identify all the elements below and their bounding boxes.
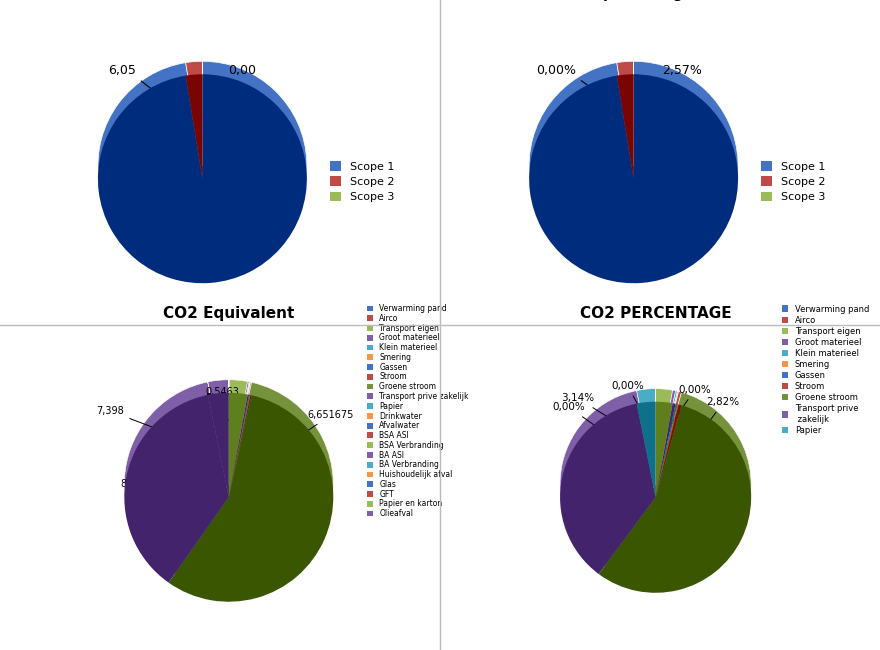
Wedge shape <box>98 74 307 283</box>
Wedge shape <box>208 382 229 484</box>
Text: 229,88: 229,88 <box>216 187 260 200</box>
Text: 55,04%: 55,04% <box>656 503 700 516</box>
Wedge shape <box>636 389 656 484</box>
Wedge shape <box>656 391 678 484</box>
Wedge shape <box>617 61 634 166</box>
Text: 2,82%: 2,82% <box>698 397 740 437</box>
Wedge shape <box>617 74 634 179</box>
Wedge shape <box>208 395 229 497</box>
Wedge shape <box>208 395 229 497</box>
Wedge shape <box>229 393 247 497</box>
Wedge shape <box>208 380 229 484</box>
Wedge shape <box>529 74 738 283</box>
Title: Kwantificering energiestromen
 in  percentage: Kwantificering energiestromen in percent… <box>512 0 755 1</box>
Wedge shape <box>656 390 676 484</box>
Text: 0: 0 <box>263 428 298 438</box>
Wedge shape <box>656 404 678 497</box>
Wedge shape <box>208 382 229 484</box>
Wedge shape <box>229 382 252 484</box>
Text: 0,00%: 0,00% <box>670 385 711 426</box>
Text: 0: 0 <box>205 393 232 424</box>
Wedge shape <box>124 395 229 582</box>
Wedge shape <box>186 61 202 166</box>
Wedge shape <box>636 402 656 497</box>
Wedge shape <box>229 395 252 497</box>
Wedge shape <box>656 404 678 497</box>
Wedge shape <box>208 382 229 484</box>
Title: Kwantificering energiestromen in
 ton CO₂: Kwantificering energiestromen in ton CO₂ <box>71 0 334 1</box>
Wedge shape <box>124 382 229 569</box>
Text: 0,00%: 0,00% <box>553 402 612 438</box>
Text: 0,00%: 0,00% <box>612 381 648 423</box>
Wedge shape <box>560 391 656 561</box>
Wedge shape <box>229 380 247 484</box>
Wedge shape <box>186 74 202 179</box>
Text: 6,05: 6,05 <box>108 64 184 114</box>
Text: 0,5463: 0,5463 <box>206 387 243 422</box>
Wedge shape <box>169 395 334 602</box>
Text: 6,651675: 6,651675 <box>287 410 354 445</box>
Text: 7,398: 7,398 <box>97 406 172 435</box>
Title: CO2 Equivalent: CO2 Equivalent <box>163 306 295 321</box>
Text: 129,858518: 129,858518 <box>254 524 313 534</box>
Wedge shape <box>229 395 251 497</box>
Wedge shape <box>208 395 229 497</box>
Text: 0,00: 0,00 <box>212 64 256 111</box>
Wedge shape <box>229 395 249 497</box>
Wedge shape <box>656 402 672 497</box>
Wedge shape <box>656 391 678 484</box>
Text: 3,14%: 3,14% <box>561 393 627 429</box>
Text: 2,57%: 2,57% <box>651 64 701 112</box>
Wedge shape <box>208 395 229 497</box>
Title: CO2 PERCENTAGE: CO2 PERCENTAGE <box>580 306 731 321</box>
Wedge shape <box>656 403 676 497</box>
Wedge shape <box>229 382 250 484</box>
Wedge shape <box>560 404 656 574</box>
Wedge shape <box>656 404 678 497</box>
Wedge shape <box>229 395 251 497</box>
Wedge shape <box>229 395 250 497</box>
Text: 97,20%: 97,20% <box>645 187 693 200</box>
Wedge shape <box>229 382 251 484</box>
Wedge shape <box>229 382 249 484</box>
Legend: Scope 1, Scope 2, Scope 3: Scope 1, Scope 2, Scope 3 <box>760 160 827 203</box>
Wedge shape <box>208 393 229 497</box>
Wedge shape <box>656 404 681 497</box>
Wedge shape <box>229 382 251 484</box>
Text: 85,43027: 85,43027 <box>121 479 167 489</box>
Wedge shape <box>169 382 334 589</box>
Wedge shape <box>98 61 307 270</box>
Legend: Verwarming pand, Airco, Transport eigen, Groot materieel, Klein materieel, Smeri: Verwarming pand, Airco, Transport eigen,… <box>781 304 870 436</box>
Wedge shape <box>598 393 752 580</box>
Wedge shape <box>208 382 229 484</box>
Wedge shape <box>529 61 738 270</box>
Wedge shape <box>598 406 752 593</box>
Legend: Scope 1, Scope 2, Scope 3: Scope 1, Scope 2, Scope 3 <box>329 160 396 203</box>
Wedge shape <box>656 389 672 484</box>
Legend: Verwarming pand, Airco, Transport eigen, Groot materieel, Klein materieel, Smeri: Verwarming pand, Airco, Transport eigen,… <box>366 304 470 519</box>
Wedge shape <box>208 382 229 484</box>
Wedge shape <box>656 391 681 484</box>
Wedge shape <box>656 391 678 484</box>
Text: 36,21%: 36,21% <box>569 471 614 484</box>
Text: 0,00%: 0,00% <box>536 64 622 110</box>
Wedge shape <box>208 395 229 497</box>
